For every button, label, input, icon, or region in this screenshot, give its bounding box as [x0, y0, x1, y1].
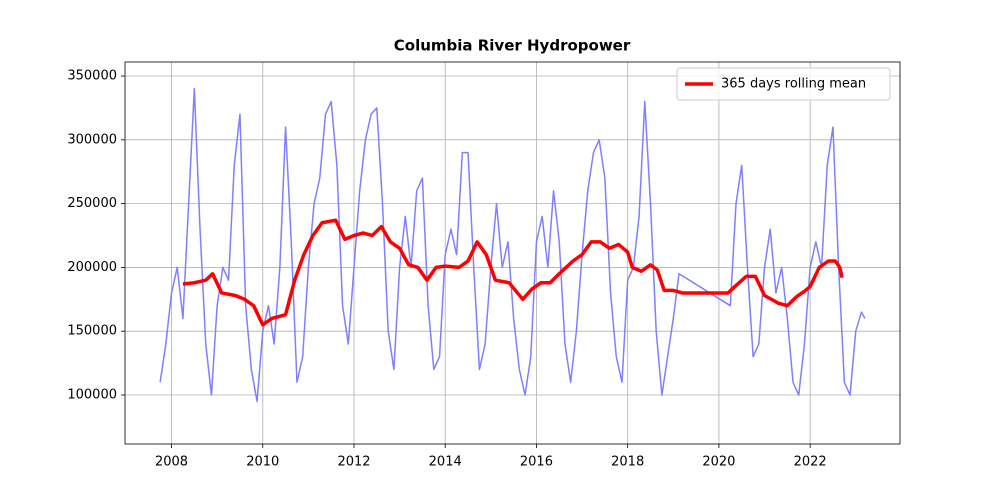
chart-title: Columbia River Hydropower — [394, 37, 631, 55]
line-series — [182, 218, 844, 327]
x-tick-label: 2008 — [155, 455, 188, 470]
x-tick-label: 2016 — [520, 455, 553, 470]
y-tick-label: 250000 — [67, 196, 117, 211]
legend-label: 365 days rolling mean — [721, 77, 866, 92]
x-tick-label: 2012 — [337, 455, 370, 470]
y-tick-label: 350000 — [67, 69, 117, 84]
y-tick-label: 100000 — [67, 388, 117, 403]
legend-box — [676, 67, 891, 101]
x-tick-label: 2014 — [429, 455, 462, 470]
x-tick-label: 2020 — [702, 455, 735, 470]
legend: 365 days rolling mean — [676, 67, 891, 101]
x-tick-label: 2010 — [246, 455, 279, 470]
x-tick-label: 2022 — [794, 455, 827, 470]
y-tick-label: 300000 — [67, 132, 117, 147]
axes-frame — [124, 61, 901, 445]
x-tick-label: 2018 — [611, 455, 644, 470]
y-tick-label: 200000 — [67, 260, 117, 275]
y-tick-label: 150000 — [67, 324, 117, 339]
